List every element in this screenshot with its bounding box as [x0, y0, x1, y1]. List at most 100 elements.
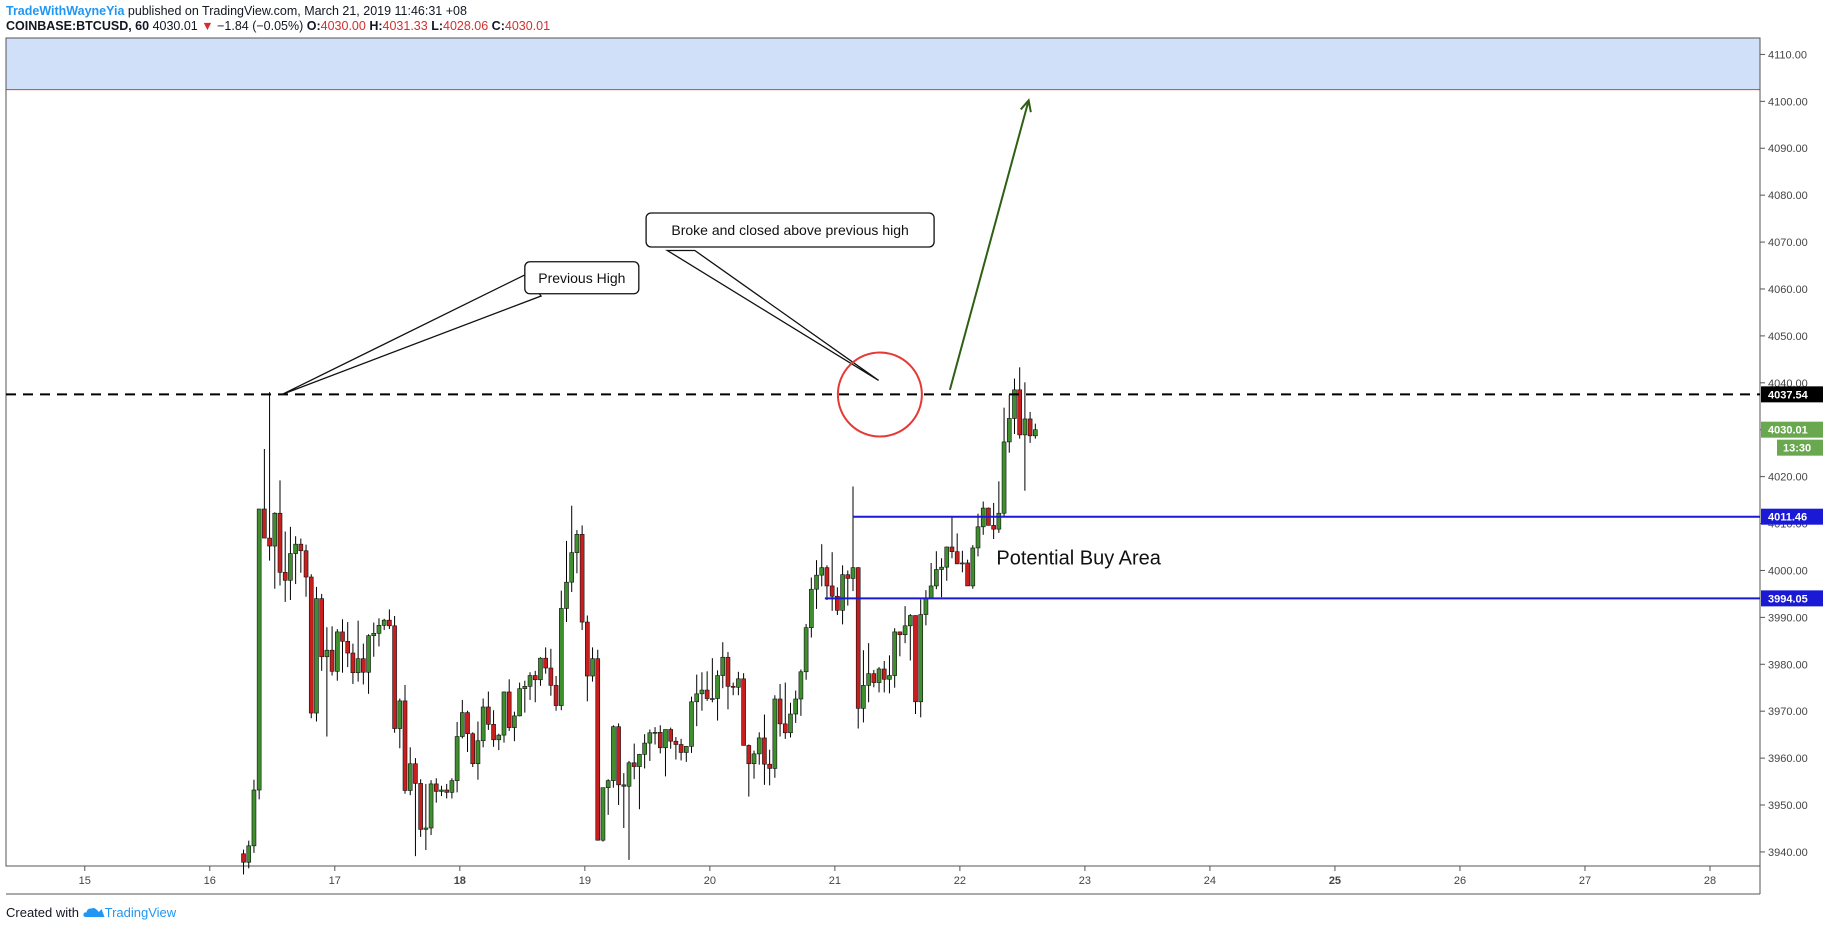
candle — [454, 721, 460, 793]
publish-line: TradeWithWayneYia published on TradingVi… — [6, 4, 550, 19]
candle — [444, 783, 449, 799]
ohlc-open-value: 4030.00 — [320, 19, 366, 33]
candle — [954, 533, 960, 565]
candle — [798, 669, 804, 716]
price-tick-label: 4090.00 — [1768, 143, 1808, 155]
candle — [991, 502, 996, 540]
buy-top-badge-bg — [1761, 508, 1823, 525]
candle — [501, 691, 507, 743]
candle-body — [470, 733, 476, 765]
candle-body — [663, 729, 668, 749]
candle — [402, 684, 408, 794]
candle-body — [647, 732, 653, 744]
candle — [918, 599, 924, 718]
candle-body — [730, 686, 736, 688]
candle-body — [887, 675, 892, 680]
candle-body — [433, 783, 439, 792]
candle — [663, 729, 668, 777]
candle-body — [288, 553, 293, 581]
candle — [777, 683, 783, 737]
candle-body — [694, 693, 700, 703]
price-tick-label: 3980.00 — [1768, 659, 1808, 671]
candle — [970, 545, 976, 589]
price-tick-label: 4080.00 — [1768, 190, 1808, 202]
candle-body — [866, 673, 871, 686]
candle-body — [439, 789, 444, 792]
price-tick-label: 4060.00 — [1768, 284, 1808, 296]
candle-body — [720, 656, 726, 676]
candle — [684, 746, 689, 762]
candle — [1033, 423, 1038, 439]
candle-body — [246, 845, 252, 863]
candle — [334, 629, 340, 681]
time-tick-label: 25 — [1329, 875, 1341, 887]
candle-body — [736, 678, 741, 688]
candle — [835, 587, 840, 616]
projection-arrow-head — [1020, 98, 1032, 113]
candle — [496, 733, 502, 751]
candle-body — [1033, 429, 1038, 437]
price-tick-label: 3960.00 — [1768, 753, 1808, 765]
candle-body — [428, 783, 434, 829]
candle — [595, 649, 601, 841]
candle-body — [579, 534, 585, 623]
candle — [772, 695, 778, 778]
candle — [480, 698, 486, 748]
candle — [829, 552, 835, 611]
candle-body — [881, 668, 887, 680]
candle-body — [746, 745, 752, 765]
tradingview-link[interactable]: TradingView — [104, 905, 177, 920]
candle — [475, 721, 481, 780]
candle-body — [840, 574, 845, 611]
price-tick-label: 4000.00 — [1768, 565, 1808, 577]
time-tick-label: 26 — [1454, 875, 1466, 887]
candle-body — [934, 569, 939, 587]
candle — [788, 702, 793, 738]
candle — [574, 530, 580, 574]
author-link[interactable]: TradeWithWayneYia — [6, 4, 125, 18]
candle-body — [475, 740, 481, 765]
candle — [605, 779, 611, 815]
candle — [506, 679, 512, 731]
candle — [944, 546, 950, 581]
candle-body — [767, 763, 772, 769]
breakout-callout-box — [645, 212, 935, 248]
candle — [652, 727, 658, 745]
candle — [782, 682, 788, 739]
candle — [939, 558, 944, 598]
candle — [928, 562, 934, 599]
candle-body — [595, 658, 601, 841]
price-tick-label: 4050.00 — [1768, 331, 1808, 343]
candle — [746, 744, 752, 797]
candle-body — [835, 595, 840, 611]
candle — [548, 648, 554, 696]
ohlc-close-value: 4030.01 — [504, 19, 551, 33]
candle — [428, 780, 434, 836]
candle-body — [387, 619, 392, 627]
candle-body — [642, 742, 647, 755]
last-price-badge-bg — [1761, 421, 1823, 438]
candle-body — [762, 737, 767, 765]
candle — [585, 615, 590, 702]
candle — [730, 682, 736, 696]
price-tick-label: 4070.00 — [1768, 237, 1808, 249]
candle — [262, 448, 267, 539]
candle-body — [314, 598, 319, 714]
candle-body — [371, 633, 377, 636]
candle — [288, 526, 293, 601]
candle — [282, 531, 288, 602]
candle-body — [616, 726, 621, 786]
candle-body — [402, 700, 408, 791]
candle-body — [657, 732, 663, 749]
candle-body — [829, 585, 835, 597]
candle-body — [366, 635, 371, 673]
candle-body — [996, 512, 1002, 530]
candle — [892, 628, 897, 688]
candle — [960, 550, 965, 573]
candle-body — [652, 732, 658, 734]
candle-body — [605, 780, 611, 788]
created-with-text: Created with — [6, 905, 79, 920]
candle — [376, 618, 382, 647]
ohlc-high-key: H: — [369, 19, 383, 33]
